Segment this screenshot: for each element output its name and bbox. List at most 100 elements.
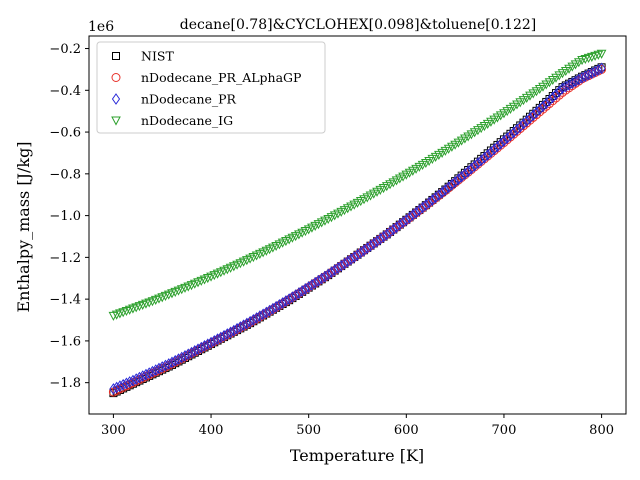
data-point <box>532 110 541 120</box>
data-point <box>564 78 574 91</box>
data-point <box>467 162 476 175</box>
data-point <box>138 370 147 382</box>
data-point <box>444 181 453 194</box>
data-point <box>184 348 193 361</box>
data-point <box>421 199 430 212</box>
data-point <box>561 80 570 93</box>
data-point <box>411 206 421 219</box>
data-point <box>496 137 505 150</box>
data-point <box>460 168 470 180</box>
legend-marker <box>111 93 121 105</box>
data-point <box>382 228 391 241</box>
data-point <box>558 82 567 95</box>
data-point <box>343 255 352 268</box>
x-axis-label: Temperature [K] <box>290 446 424 465</box>
legend-item: nDodecane_IG <box>111 113 233 128</box>
data-point <box>477 154 486 167</box>
data-point <box>535 103 544 116</box>
data-point <box>415 204 424 216</box>
data-point <box>200 340 209 352</box>
data-point <box>392 221 401 234</box>
data-point <box>363 242 372 255</box>
y-tick-label: −1.8 <box>49 376 81 391</box>
data-point <box>464 165 473 178</box>
data-point <box>597 62 606 75</box>
data-point <box>109 383 118 395</box>
plot-frame <box>88 35 627 415</box>
data-point <box>408 209 417 221</box>
data-point <box>551 93 561 103</box>
data-point <box>304 281 313 293</box>
data-point <box>551 88 561 101</box>
data-point <box>577 71 587 84</box>
data-point <box>219 329 229 342</box>
data-point <box>229 324 238 337</box>
data-point <box>483 149 492 161</box>
data-point <box>128 374 138 387</box>
data-point <box>447 178 456 191</box>
data-point <box>538 104 548 114</box>
data-point <box>125 376 134 388</box>
data-point <box>581 70 590 83</box>
data-point <box>135 371 144 384</box>
data-point <box>405 211 414 224</box>
data-point <box>596 49 607 59</box>
y-tick-label: −1.0 <box>49 209 81 224</box>
data-point <box>317 272 326 285</box>
legend-marker <box>111 116 121 126</box>
data-point <box>395 218 404 231</box>
data-point <box>590 65 600 78</box>
data-point <box>499 135 509 147</box>
data-point <box>285 293 294 306</box>
data-point <box>193 343 203 356</box>
legend-item: nDodecane_PR <box>111 92 237 107</box>
data-point <box>132 373 141 385</box>
data-point <box>372 235 382 248</box>
data-point <box>424 196 434 209</box>
data-point <box>216 331 225 344</box>
y-axis-offset-label: 1e6 <box>88 19 114 35</box>
data-point <box>356 246 365 259</box>
y-tick-label: −0.2 <box>49 42 81 57</box>
data-point <box>161 359 170 372</box>
data-point <box>486 146 496 159</box>
data-point <box>398 216 408 229</box>
data-point <box>242 317 251 330</box>
data-point <box>353 248 362 261</box>
data-point <box>493 140 502 153</box>
data-point <box>385 226 395 238</box>
data-point <box>268 302 277 315</box>
legend-item: nDodecane_PR_ALphaGP <box>111 70 301 85</box>
data-point <box>594 64 603 76</box>
y-axis-label: Enthalpy_mass [J/kg] <box>14 141 33 312</box>
x-tick-label: 300 <box>101 423 126 438</box>
data-point <box>451 176 460 188</box>
data-point <box>275 299 284 311</box>
data-point <box>457 170 466 183</box>
data-point <box>301 283 310 295</box>
data-point <box>324 268 333 281</box>
data-point <box>223 328 232 340</box>
data-point <box>239 319 248 332</box>
data-point <box>522 115 531 127</box>
data-point <box>281 295 291 307</box>
data-point <box>525 112 535 124</box>
data-point <box>376 233 385 245</box>
legend-label: NIST <box>141 49 174 64</box>
data-point <box>529 109 538 122</box>
data-point <box>503 132 512 145</box>
data-point <box>545 94 554 107</box>
data-point <box>252 312 261 324</box>
data-point <box>548 96 558 106</box>
data-point <box>112 381 121 394</box>
data-point <box>236 321 245 333</box>
data-point <box>291 289 300 301</box>
data-point <box>337 259 346 272</box>
legend-marker <box>112 52 120 60</box>
data-point <box>249 313 258 326</box>
data-point <box>141 368 151 381</box>
data-point <box>213 333 222 346</box>
data-point <box>288 291 297 303</box>
y-tick-label: −1.2 <box>49 251 81 266</box>
